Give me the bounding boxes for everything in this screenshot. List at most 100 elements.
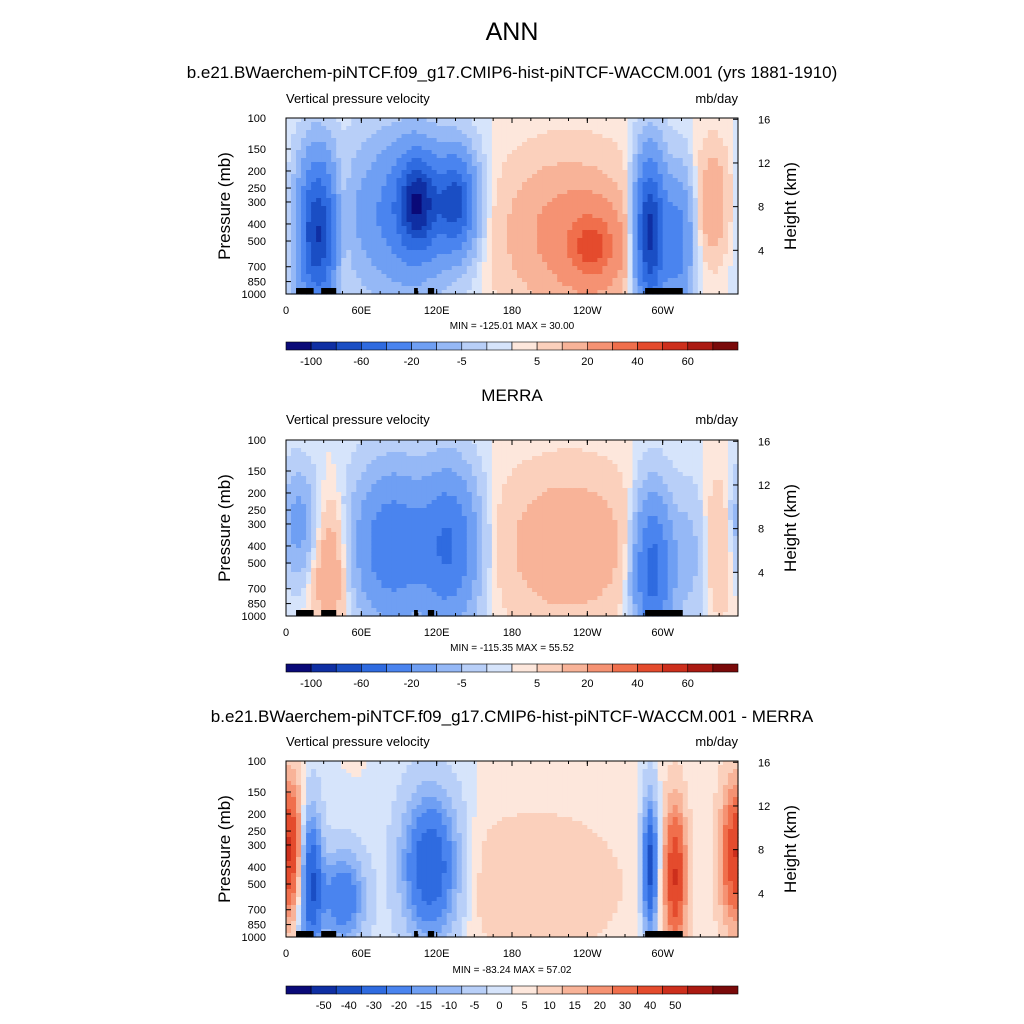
heatmap-cell xyxy=(572,126,578,131)
heatmap-cell xyxy=(406,278,413,283)
heatmap-cell xyxy=(421,282,428,287)
heatmap-cell xyxy=(707,186,714,191)
heatmap-cell xyxy=(441,170,448,175)
heatmap-cell xyxy=(356,182,362,187)
heatmap-cell xyxy=(431,118,438,123)
heatmap-cell xyxy=(396,154,403,159)
heatmap-cell xyxy=(376,218,383,223)
heatmap-cell xyxy=(622,190,629,195)
heatmap-cell xyxy=(416,154,423,159)
heatmap-cell xyxy=(637,254,644,259)
heatmap-cell xyxy=(607,218,614,223)
heatmap-cell xyxy=(682,162,689,167)
heatmap-cell xyxy=(702,238,709,243)
heatmap-cell xyxy=(622,178,629,183)
heatmap-cell xyxy=(732,190,739,195)
heatmap-cell xyxy=(512,130,518,135)
colorbar-swatch xyxy=(511,341,538,351)
heatmap-cell xyxy=(301,464,307,469)
heatmap-cell xyxy=(722,186,729,191)
heatmap-cell xyxy=(707,242,714,247)
heatmap-cell xyxy=(702,150,709,155)
heatmap-cell xyxy=(642,230,649,235)
heatmap-cell xyxy=(346,262,352,267)
heatmap-cell xyxy=(522,170,528,175)
heatmap-cell xyxy=(732,198,739,203)
heatmap-cell xyxy=(416,174,423,179)
heatmap-cell xyxy=(361,444,367,449)
heatmap-cell xyxy=(476,126,483,131)
heatmap-cell xyxy=(542,210,548,215)
heatmap-cell xyxy=(667,190,674,195)
heatmap-cell xyxy=(547,170,553,175)
heatmap-cell xyxy=(376,226,383,231)
heatmap-cell xyxy=(587,150,593,155)
heatmap-cell xyxy=(331,488,337,493)
heatmap-cell xyxy=(296,158,302,163)
heatmap-cell xyxy=(552,202,558,207)
heatmap-cell xyxy=(436,226,443,231)
heatmap-cell xyxy=(662,194,669,199)
heatmap-cell xyxy=(376,138,383,143)
heatmap-cell xyxy=(376,278,383,283)
heatmap-cell xyxy=(356,588,362,593)
heatmap-cell xyxy=(592,166,598,171)
heatmap-cell xyxy=(677,214,684,219)
heatmap-cell xyxy=(652,226,659,231)
heatmap-cell xyxy=(562,222,568,227)
heatmap-cell xyxy=(366,452,372,457)
heatmap-cell xyxy=(717,282,724,287)
heatmap-cell xyxy=(291,456,297,461)
heatmap-cell xyxy=(602,202,609,207)
heatmap-cell xyxy=(632,166,639,171)
heatmap-cell xyxy=(501,174,508,179)
heatmap-cell xyxy=(406,286,413,291)
heatmap-cell xyxy=(547,242,553,247)
heatmap-cell xyxy=(647,242,654,247)
heatmap-cell xyxy=(456,194,463,199)
heatmap-cell xyxy=(341,544,347,549)
heatmap-cell xyxy=(627,134,634,139)
heatmap-cell xyxy=(371,258,377,263)
heatmap-cell xyxy=(617,146,624,151)
heatmap-cell xyxy=(366,194,372,199)
heatmap-cell xyxy=(722,250,729,255)
heatmap-cell xyxy=(471,278,478,283)
heatmap-cell xyxy=(321,480,327,485)
heatmap-cell xyxy=(296,604,302,609)
heatmap-cell xyxy=(517,246,523,251)
heatmap-cell xyxy=(461,182,468,187)
heatmap-cell xyxy=(476,210,483,215)
heatmap-cell xyxy=(321,472,327,477)
heatmap-cell xyxy=(486,262,493,267)
heatmap-cell xyxy=(346,214,352,219)
heatmap-cell xyxy=(702,174,709,179)
heatmap-cell xyxy=(331,596,337,601)
heatmap-cell xyxy=(562,246,568,251)
heatmap-cell xyxy=(351,246,357,251)
y-right-tick-label: 16 xyxy=(758,114,770,126)
heatmap-cell xyxy=(301,524,307,529)
heatmap-cell xyxy=(692,290,699,295)
heatmap-cell xyxy=(496,158,503,163)
heatmap-cell xyxy=(451,126,458,131)
heatmap-cell xyxy=(451,198,458,203)
heatmap-cell xyxy=(426,230,433,235)
heatmap-cell xyxy=(291,122,297,127)
heatmap-cell xyxy=(461,274,468,279)
heatmap-cell xyxy=(421,274,428,279)
heatmap-cell xyxy=(486,210,493,215)
heatmap-cell xyxy=(446,146,453,151)
heatmap-cell xyxy=(527,194,533,199)
heatmap-cell xyxy=(632,130,639,135)
heatmap-cell xyxy=(712,158,719,163)
heatmap-cell xyxy=(311,270,317,275)
heatmap-cell xyxy=(326,162,332,167)
heatmap-cell xyxy=(527,178,533,183)
heatmap-cell xyxy=(386,476,393,481)
heatmap-cell xyxy=(341,234,347,239)
heatmap-cell xyxy=(496,242,503,247)
heatmap-cell xyxy=(532,166,538,171)
heatmap-cell xyxy=(577,118,583,123)
heatmap-cell xyxy=(296,520,302,525)
